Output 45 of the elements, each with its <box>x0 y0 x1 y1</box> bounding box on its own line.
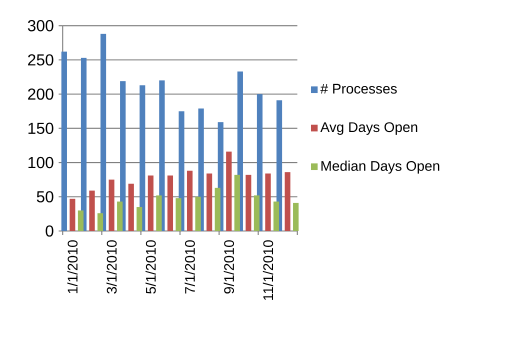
y-tick-label: 0 <box>46 225 54 237</box>
bar <box>176 198 182 231</box>
bar <box>159 80 165 231</box>
bar <box>100 34 106 231</box>
y-tick-label: 300 <box>28 20 54 32</box>
y-tick-label: 100 <box>28 156 54 168</box>
bar <box>156 195 162 231</box>
bar <box>117 202 123 231</box>
bar <box>128 184 134 231</box>
bar <box>284 172 290 231</box>
y-tick-label: 250 <box>28 54 54 66</box>
bar <box>293 202 299 231</box>
bar <box>108 180 114 231</box>
bar <box>136 207 142 231</box>
legend-label: Avg Days Open <box>320 122 418 135</box>
bar <box>246 174 252 231</box>
x-tick-label: 7/1/2010 <box>184 240 195 294</box>
bar <box>70 198 76 231</box>
bar <box>167 176 174 231</box>
x-tick-label: 11/1/2010 <box>262 240 274 300</box>
x-tick-label: 3/1/2010 <box>106 240 117 294</box>
bar <box>97 213 104 231</box>
bar <box>206 174 212 231</box>
legend-label: Median Days Open <box>321 160 440 174</box>
x-tick-label: 1/1/2010 <box>67 240 78 294</box>
y-tick-label: 200 <box>28 88 54 100</box>
bar <box>195 196 201 231</box>
x-tick-label: 5/1/2010 <box>146 240 156 294</box>
bar <box>273 202 280 231</box>
bar <box>78 210 84 231</box>
legend-label: # Processes <box>320 84 397 94</box>
bar <box>80 58 87 231</box>
bar <box>140 85 146 231</box>
bar <box>254 195 260 231</box>
bar <box>214 188 220 231</box>
bar <box>89 190 95 231</box>
y-tick-label: 50 <box>36 191 54 202</box>
bar <box>148 176 154 231</box>
bar <box>234 174 240 231</box>
bar <box>226 152 232 231</box>
x-tick-label: 9/1/2010 <box>224 240 234 294</box>
y-tick-label: 150 <box>28 122 54 134</box>
bar <box>61 52 67 231</box>
bar <box>186 170 193 231</box>
bar <box>265 174 271 231</box>
